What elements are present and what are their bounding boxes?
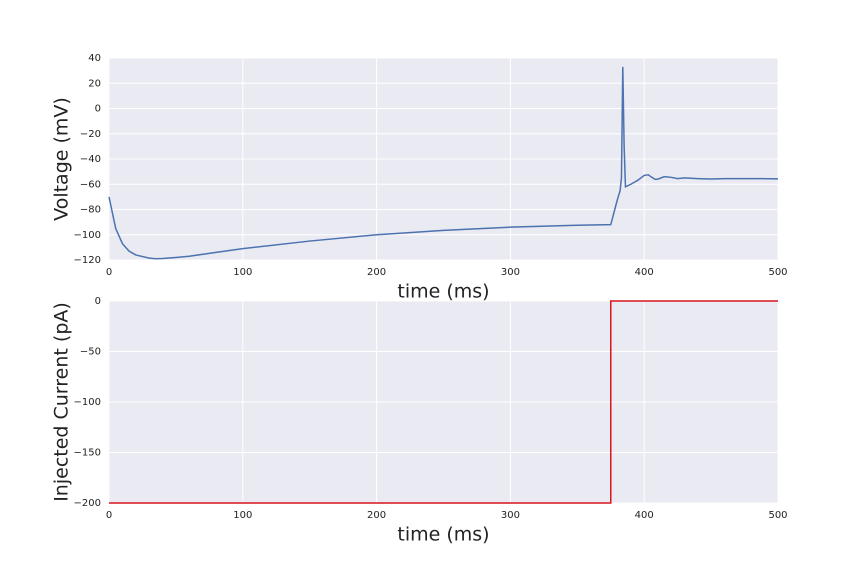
y-tick-label: 40 <box>88 53 101 64</box>
x-tick-label: 200 <box>367 510 386 521</box>
y-tick-label: 0 <box>95 296 101 307</box>
y-tick-label: −200 <box>74 498 101 509</box>
y-tick-label: −120 <box>74 255 101 266</box>
y-tick-label: −20 <box>80 129 101 140</box>
x-tick-label: 500 <box>768 510 787 521</box>
y-tick-label: −60 <box>80 179 101 190</box>
x-tick-label: 300 <box>501 510 520 521</box>
x-tick-label: 200 <box>367 267 386 278</box>
x-tick-label: 100 <box>233 267 252 278</box>
x-axis-label: time (ms) <box>397 281 489 303</box>
y-tick-label: 20 <box>88 78 101 89</box>
y-axis-label: Injected Current (pA) <box>51 302 73 502</box>
y-tick-label: −50 <box>80 347 101 358</box>
x-tick-label: 400 <box>635 267 654 278</box>
y-tick-label: −40 <box>80 154 101 165</box>
x-tick-label: 0 <box>106 510 112 521</box>
y-tick-label: −100 <box>74 397 101 408</box>
y-tick-label: −150 <box>74 448 101 459</box>
y-tick-label: −80 <box>80 205 101 216</box>
x-tick-label: 100 <box>233 510 252 521</box>
y-axis-label: Voltage (mV) <box>51 97 73 221</box>
y-tick-label: −100 <box>74 230 101 241</box>
data-line <box>108 66 779 260</box>
x-tick-label: 300 <box>501 267 520 278</box>
x-tick-label: 0 <box>106 267 112 278</box>
y-tick-label: 0 <box>95 104 101 115</box>
x-tick-label: 400 <box>635 510 654 521</box>
x-tick-label: 500 <box>768 267 787 278</box>
data-line <box>109 300 778 504</box>
x-axis-label: time (ms) <box>397 524 489 546</box>
